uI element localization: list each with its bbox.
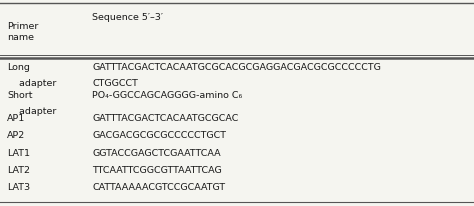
Text: LAT3: LAT3 (7, 183, 30, 192)
Text: GGTACCGAGCTCGAATTCAA: GGTACCGAGCTCGAATTCAA (92, 149, 221, 158)
Text: LAT2: LAT2 (7, 166, 30, 175)
Text: GACGACGCGCGCCCCCTGCT: GACGACGCGCGCCCCCTGCT (92, 131, 227, 140)
Text: GATTTACGACTCACAATGCGCACGCGAGGACGACGCGCCCCCTG: GATTTACGACTCACAATGCGCACGCGAGGACGACGCGCCC… (92, 63, 381, 72)
Text: LAT1: LAT1 (7, 149, 30, 158)
Text: Short: Short (7, 91, 33, 100)
Text: AP2: AP2 (7, 131, 26, 140)
Text: adapter: adapter (7, 107, 56, 116)
Text: PO₄-GGCCAGCAGGGG-amino C₆: PO₄-GGCCAGCAGGGG-amino C₆ (92, 91, 243, 100)
Text: Long: Long (7, 63, 30, 72)
Text: TTCAATTCGGCGTTAATTCAG: TTCAATTCGGCGTTAATTCAG (92, 166, 222, 175)
Text: Sequence 5′–3′: Sequence 5′–3′ (92, 13, 164, 22)
Text: AP1: AP1 (7, 114, 26, 123)
Text: GATTTACGACTCACAATGCGCAC: GATTTACGACTCACAATGCGCAC (92, 114, 239, 123)
Text: CATTAAAAACGTCCGCAATGT: CATTAAAAACGTCCGCAATGT (92, 183, 226, 192)
Text: CTGGCCT: CTGGCCT (92, 79, 138, 88)
Text: adapter: adapter (7, 79, 56, 88)
Text: Primer
name: Primer name (7, 22, 38, 42)
